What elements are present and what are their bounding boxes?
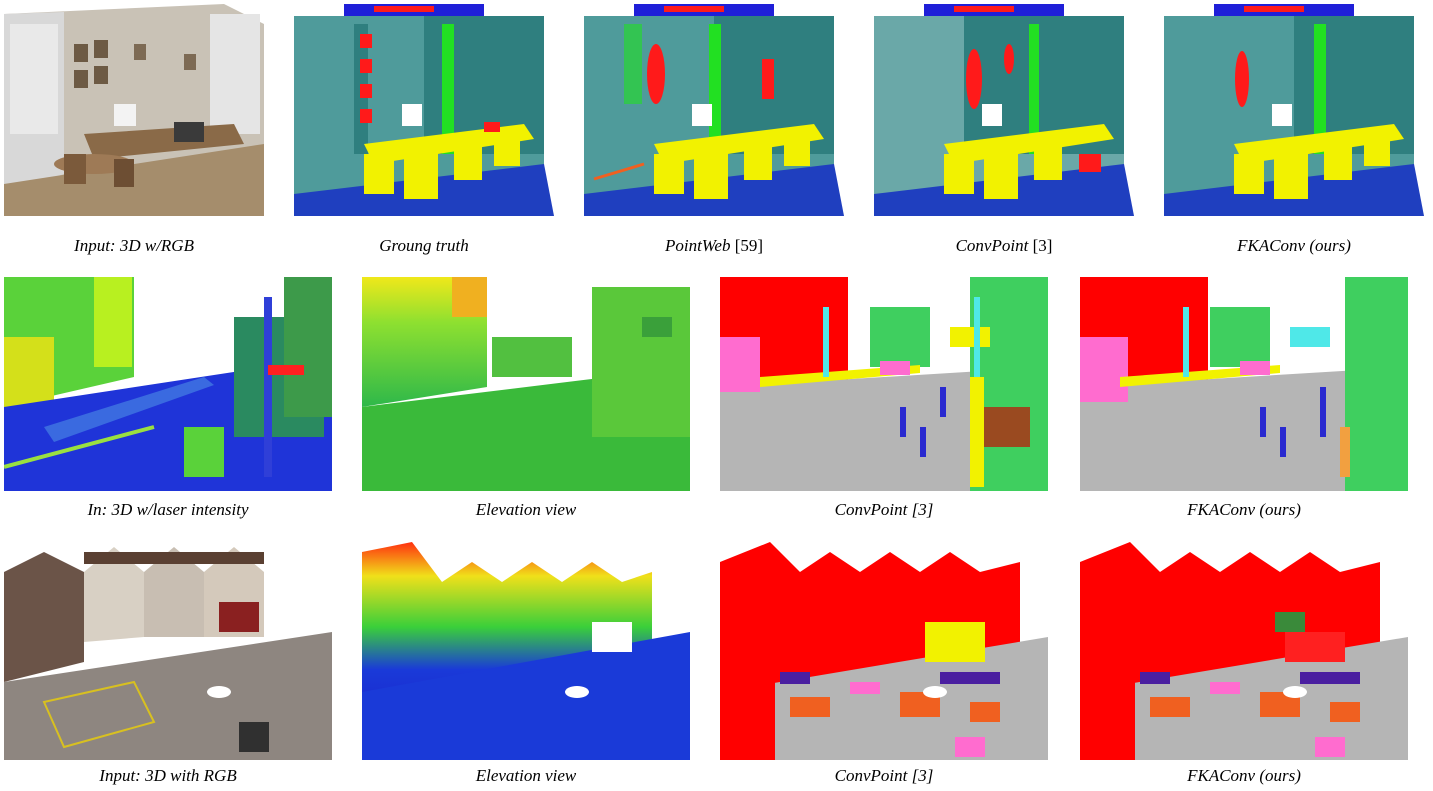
panel-input-rgb-town [4,542,332,760]
panel-fkaconv-office [1164,4,1424,216]
caption-pointweb: PointWeb [59] [664,236,764,255]
caption-elevation-town: Elevation view [475,766,577,785]
panel-convpoint-town [720,542,1048,760]
caption-convpoint-street: ConvPoint [3] [834,500,934,519]
panel-pointweb [584,4,844,216]
caption-convpoint-office: ConvPoint [3] [955,236,1053,255]
panel-elevation-street [362,277,690,491]
panel-input-laser-intensity [4,277,332,491]
caption-input-rgb-office: Input: 3D w/RGB [74,236,194,255]
caption-input-laser-intensity: In: 3D w/laser intensity [87,500,249,519]
caption-convpoint-town: ConvPoint [3] [834,766,934,785]
caption-fkaconv-office: FKAConv (ours) [1237,236,1351,255]
caption-ground-truth: Groung truth [379,236,469,255]
citation-ref: [3] [1032,236,1053,255]
panel-fkaconv-town [1080,542,1408,760]
caption-fkaconv-town: FKAConv (ours) [1187,766,1301,785]
panel-elevation-town [362,542,690,760]
caption-input-rgb-town: Input: 3D with RGB [99,766,237,785]
panel-convpoint-street [720,277,1048,491]
caption-elevation-street: Elevation view [475,500,577,519]
panel-fkaconv-street [1080,277,1408,491]
caption-fkaconv-street: FKAConv (ours) [1187,500,1301,519]
panel-convpoint-office [874,4,1134,216]
panel-ground-truth [294,4,554,216]
citation-ref: [59] [734,236,764,255]
panel-input-rgb-office [4,4,264,216]
